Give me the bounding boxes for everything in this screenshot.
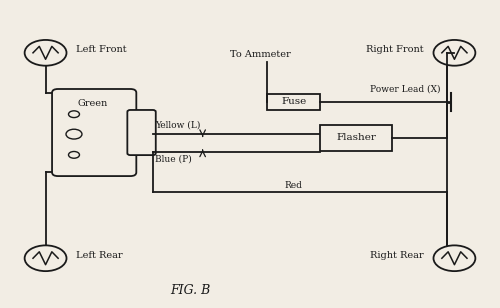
Text: Left Rear: Left Rear xyxy=(76,251,123,260)
Text: Right Rear: Right Rear xyxy=(370,251,424,260)
Text: FIG. B: FIG. B xyxy=(170,284,210,297)
Text: Fuse: Fuse xyxy=(281,97,306,106)
Text: Blue (P): Blue (P) xyxy=(156,155,192,164)
Text: Power Lead (X): Power Lead (X) xyxy=(370,84,440,93)
Text: Red: Red xyxy=(285,181,303,190)
Text: Yellow (L): Yellow (L) xyxy=(156,120,200,129)
Text: Green: Green xyxy=(78,99,108,108)
Text: To Ammeter: To Ammeter xyxy=(230,51,291,59)
Bar xyxy=(268,94,320,110)
Text: Flasher: Flasher xyxy=(336,133,376,142)
Text: Left Front: Left Front xyxy=(76,45,127,54)
Bar xyxy=(320,125,392,151)
Text: Right Front: Right Front xyxy=(366,45,424,54)
FancyBboxPatch shape xyxy=(52,89,136,176)
FancyBboxPatch shape xyxy=(128,110,156,155)
